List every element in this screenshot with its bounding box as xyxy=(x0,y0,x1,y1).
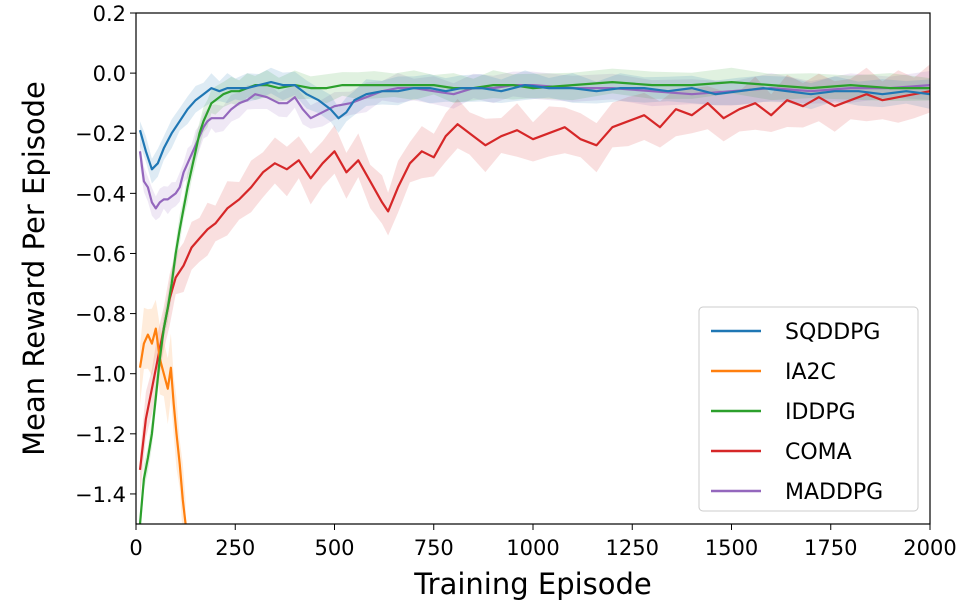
x-tick-label: 750 xyxy=(414,536,454,560)
x-tick-label: 0 xyxy=(129,536,142,560)
legend: SQDDPG IA2C IDDPG COMA MADDPG xyxy=(698,306,919,512)
x-tick-label: 1000 xyxy=(506,536,559,560)
y-tick-label: −0.8 xyxy=(75,303,126,327)
y-tick-label: 0.2 xyxy=(93,2,126,26)
y-axis-ticks: 0.2 0.0 −0.2 −0.4 −0.6 −0.8 −1.0 −1.2 −1.4 xyxy=(75,2,136,507)
band-ia2c xyxy=(140,299,186,524)
y-tick-label: −0.6 xyxy=(75,242,126,266)
legend-item-iddpg: IDDPG xyxy=(711,400,856,425)
y-tick-label: −0.2 xyxy=(75,122,126,146)
y-axis-label: Mean Reward Per Episode xyxy=(17,81,51,456)
legend-label: IDDPG xyxy=(785,400,856,425)
series-line-ia2c xyxy=(138,327,187,524)
legend-box xyxy=(698,306,919,512)
x-tick-label: 1750 xyxy=(804,536,857,560)
legend-item-maddpg: MADDPG xyxy=(711,480,883,505)
legend-label: SQDDPG xyxy=(785,320,880,345)
variance-bands xyxy=(140,64,930,524)
legend-label: COMA xyxy=(785,440,852,465)
x-tick-label: 500 xyxy=(314,536,354,560)
legend-item-ia2c: IA2C xyxy=(711,360,836,385)
series-lines xyxy=(138,81,930,524)
series-line-iddpg xyxy=(138,81,930,524)
x-axis-label: Training Episode xyxy=(413,567,652,601)
y-tick-label: −1.0 xyxy=(75,363,126,387)
y-tick-label: 0.0 xyxy=(93,62,126,86)
legend-label: IA2C xyxy=(785,360,836,385)
series-line-sqddpg xyxy=(138,81,930,171)
x-tick-label: 1250 xyxy=(606,536,659,560)
series-line-coma xyxy=(138,90,930,471)
legend-label: MADDPG xyxy=(785,480,883,505)
legend-item-sqddpg: SQDDPG xyxy=(711,320,880,345)
band-coma xyxy=(140,64,930,497)
y-tick-label: −1.4 xyxy=(75,483,126,507)
band-sqddpg xyxy=(140,67,930,184)
x-tick-label: 1500 xyxy=(705,536,758,560)
y-tick-label: −0.4 xyxy=(75,182,126,206)
legend-item-coma: COMA xyxy=(711,440,852,465)
x-axis-ticks: 0 250 500 750 1000 1250 1500 1750 2000 xyxy=(129,524,957,560)
y-tick-label: −1.2 xyxy=(75,423,126,447)
x-tick-label: 2000 xyxy=(903,536,956,560)
x-tick-label: 250 xyxy=(215,536,255,560)
band-maddpg xyxy=(140,71,930,221)
